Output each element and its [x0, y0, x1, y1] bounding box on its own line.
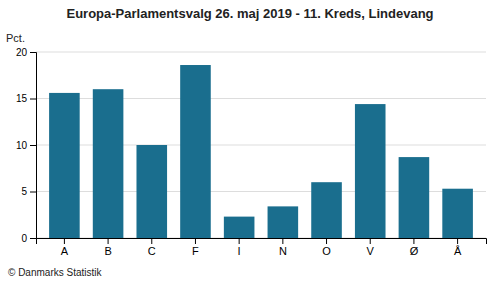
- chart: Europa-Parlamentsvalg 26. maj 2019 - 11.…: [0, 0, 500, 282]
- y-tick: 10: [16, 140, 36, 151]
- grid-line: [36, 52, 486, 53]
- y-tick: 5: [21, 186, 36, 197]
- title: Europa-Parlamentsvalg 26. maj 2019 - 11.…: [66, 6, 433, 21]
- bar: [180, 65, 211, 238]
- x-tick: C: [148, 238, 156, 257]
- x-tick-mark: [326, 238, 327, 244]
- bar: [399, 157, 430, 238]
- y-tick-label: 20: [16, 47, 28, 58]
- bar: [224, 217, 255, 238]
- bar: [49, 93, 80, 238]
- x-tick-label: N: [279, 245, 287, 257]
- y-tick-label: 0: [21, 233, 27, 244]
- x-tick-mark: [413, 238, 414, 244]
- y-axis-title: Pct.: [6, 32, 25, 44]
- x-tick: I: [238, 238, 241, 257]
- bar: [93, 89, 124, 238]
- bar: [136, 145, 167, 238]
- x-tick: A: [61, 238, 69, 257]
- y-tick-mark: [30, 99, 36, 100]
- footer: © Danmarks Statistik: [8, 267, 103, 278]
- x-axis: ABCFINOVØÅ: [37, 238, 487, 257]
- plot: 0 5 10 15 20 A B C F I N O V Ø Å Pct.: [6, 32, 487, 257]
- bar: [311, 182, 342, 238]
- x-tick-mark: [195, 238, 196, 244]
- x-tick-mark: [151, 238, 152, 244]
- bar: [442, 189, 473, 238]
- x-tick-label: C: [148, 245, 156, 257]
- x-tick-mark: [108, 238, 109, 244]
- y-tick-mark: [30, 52, 36, 53]
- x-tick: Ø: [410, 238, 419, 257]
- y-tick: 20: [16, 47, 36, 58]
- x-tick: Å: [454, 238, 462, 257]
- y-tick: 0: [21, 233, 36, 244]
- bar: [355, 104, 386, 238]
- x-tick-label: O: [322, 245, 331, 257]
- x-tick: F: [192, 238, 199, 257]
- x-axis-line: [37, 239, 487, 245]
- bar: [268, 206, 299, 238]
- x-tick-mark: [457, 238, 458, 244]
- y-tick-label: 5: [21, 186, 27, 197]
- x-tick-label: V: [367, 245, 375, 257]
- y-tick-mark: [30, 145, 36, 146]
- x-tick-mark: [64, 238, 65, 244]
- x-tick: V: [367, 238, 375, 257]
- x-tick: B: [104, 238, 111, 257]
- x-tick: N: [279, 238, 287, 257]
- x-tick-label: Å: [454, 245, 462, 257]
- x-tick-label: B: [104, 245, 111, 257]
- y-axis: 0 5 10 15 20: [16, 47, 37, 244]
- x-tick: O: [322, 238, 331, 257]
- bars: [49, 65, 473, 238]
- x-tick-mark: [282, 238, 283, 244]
- x-tick-label: I: [238, 245, 241, 257]
- x-tick-label: Ø: [410, 245, 419, 257]
- x-tick-mark: [370, 238, 371, 244]
- y-axis-line: [30, 53, 37, 239]
- y-tick-label: 15: [16, 93, 28, 104]
- y-tick-mark: [30, 238, 36, 239]
- y-tick-mark: [30, 192, 36, 193]
- x-tick-label: F: [192, 245, 199, 257]
- y-tick-label: 10: [16, 140, 28, 151]
- x-tick-mark: [239, 238, 240, 244]
- x-tick-label: A: [61, 245, 69, 257]
- y-tick: 15: [16, 93, 36, 104]
- grid: [36, 52, 486, 238]
